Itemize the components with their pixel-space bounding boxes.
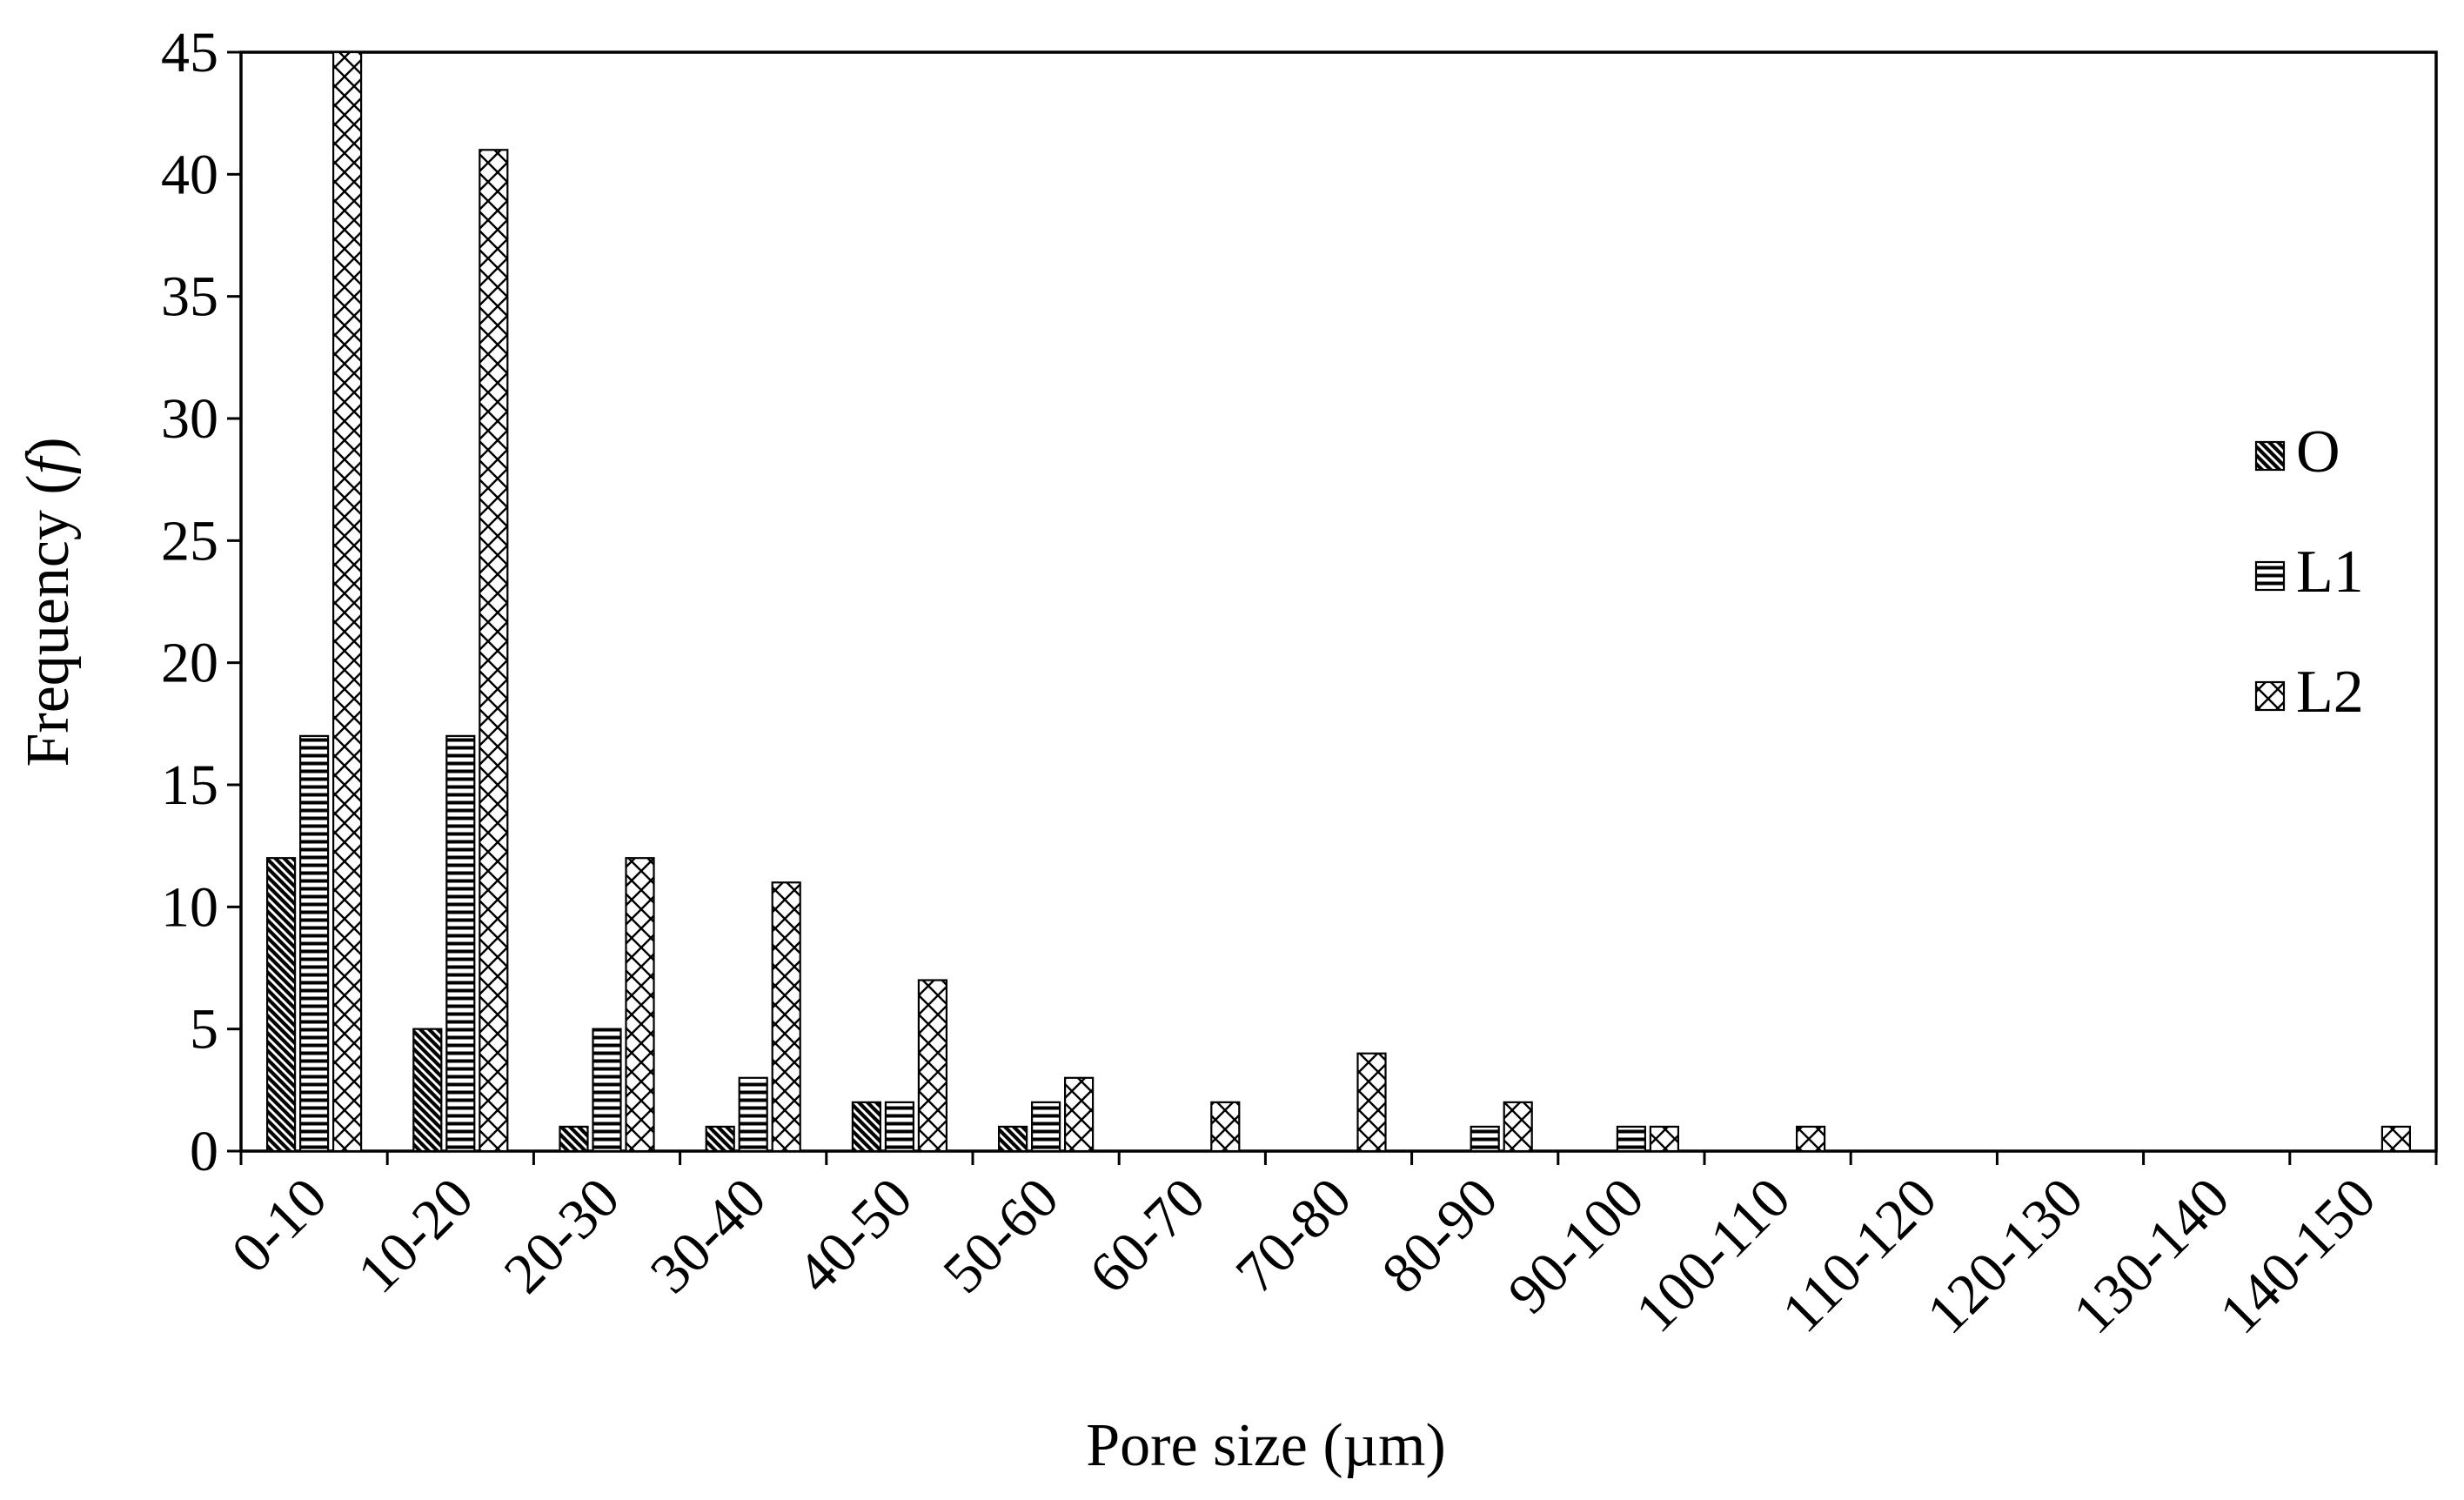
x-axis-title: Pore size (µm) <box>1086 1412 1446 1479</box>
y-tick-label: 5 <box>190 998 218 1061</box>
plot-frame <box>239 50 2438 1153</box>
bar-O-30-40 <box>705 1125 735 1153</box>
legend: O L1 L2 <box>2254 419 2364 726</box>
bar-L2-90-100 <box>1649 1125 1680 1153</box>
x-tick-label: 120-130 <box>1915 1166 2095 1346</box>
legend-item-L1: L1 <box>2254 539 2364 606</box>
series-L1 <box>299 734 1647 1153</box>
bar-L2-10-20 <box>479 149 509 1153</box>
bar-L1-90-100 <box>1616 1125 1647 1153</box>
x-tick-label: 60-70 <box>1077 1166 1217 1306</box>
legend-item-O: O <box>2254 419 2340 485</box>
bar-L1-10-20 <box>445 734 476 1153</box>
x-tick-label: 50-60 <box>931 1166 1071 1306</box>
bar-L1-40-50 <box>884 1101 915 1153</box>
bar-L2-20-30 <box>625 857 655 1153</box>
x-tick-label: 130-140 <box>2061 1166 2241 1346</box>
y-tick-label: 35 <box>161 265 218 329</box>
bar-L2-50-60 <box>1063 1076 1095 1153</box>
legend-label: L2 <box>2296 659 2364 726</box>
legend-item-L2: L2 <box>2254 659 2364 726</box>
y-tick-label: 45 <box>161 21 218 84</box>
legend-swatch <box>2254 440 2286 472</box>
bar-L2-0-10 <box>332 50 363 1153</box>
x-tick-label: 80-90 <box>1370 1166 1510 1306</box>
bar-L2-100-110 <box>1796 1125 1826 1153</box>
y-axis-title-suffix: ) <box>15 437 82 457</box>
x-tick-label: 100-110 <box>1624 1166 1802 1344</box>
y-tick-label: 30 <box>161 387 218 451</box>
y-tick-label: 0 <box>190 1120 218 1183</box>
bar-L2-140-150 <box>2380 1125 2411 1153</box>
bar-L1-20-30 <box>592 1028 622 1153</box>
legend-label: L1 <box>2296 539 2364 606</box>
x-tick-label: 30-40 <box>639 1166 779 1306</box>
x-tick-label: 0-10 <box>220 1166 339 1285</box>
y-tick-label: 10 <box>161 875 218 939</box>
x-tick-label: 10-20 <box>345 1166 485 1306</box>
bar-O-20-30 <box>559 1125 589 1153</box>
legend-swatch <box>2254 680 2286 712</box>
y-axis-title: Frequency (f) <box>15 437 82 767</box>
y-axis-title-prefix: Frequency ( <box>15 474 82 767</box>
bar-L1-50-60 <box>1030 1101 1061 1153</box>
bar-L2-80-90 <box>1503 1101 1533 1153</box>
bar-L1-0-10 <box>299 734 330 1153</box>
bar-L2-60-70 <box>1210 1101 1241 1153</box>
y-axis: 0 5 10 15 20 25 30 35 40 45 <box>161 21 241 1183</box>
x-tick-label: 40-50 <box>785 1166 925 1306</box>
bar-L2-30-40 <box>771 881 801 1153</box>
x-tick-label: 140-150 <box>2207 1166 2387 1346</box>
y-tick-label: 40 <box>161 143 218 206</box>
y-tick-label: 15 <box>161 753 218 817</box>
y-tick-label: 20 <box>161 632 218 695</box>
bar-series-group <box>266 50 2411 1153</box>
legend-swatch <box>2254 560 2286 592</box>
x-tick-label: 20-30 <box>492 1166 633 1306</box>
x-tick-label: 110-120 <box>1770 1166 1948 1344</box>
bar-O-0-10 <box>266 857 297 1153</box>
bar-O-50-60 <box>997 1125 1028 1153</box>
bar-L1-30-40 <box>738 1076 768 1153</box>
bar-O-40-50 <box>851 1101 882 1153</box>
bar-L2-40-50 <box>917 979 948 1153</box>
bar-O-10-20 <box>412 1028 443 1153</box>
legend-label: O <box>2296 419 2340 485</box>
bar-L1-80-90 <box>1470 1125 1500 1153</box>
series-L2 <box>332 50 2411 1153</box>
x-tick-label: 70-80 <box>1224 1166 1364 1306</box>
y-tick-label: 25 <box>161 509 218 573</box>
bar-L2-70-80 <box>1356 1052 1387 1153</box>
series-O <box>266 857 1028 1153</box>
x-axis: 0-10 10-20 20-30 30-40 40-50 50-60 60-70 70-80 8… <box>220 1151 2438 1346</box>
